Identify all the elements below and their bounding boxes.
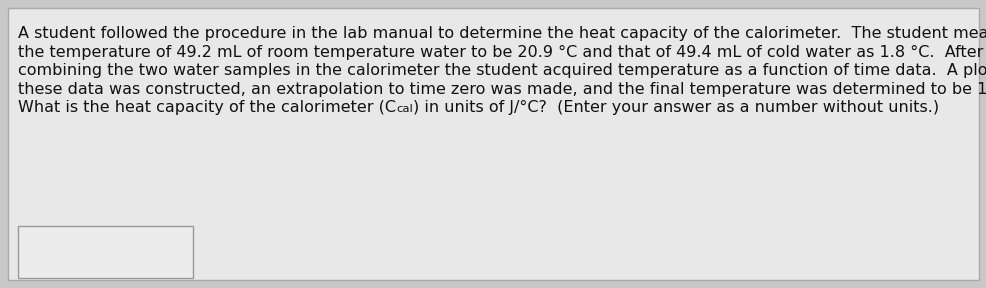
Text: ) in units of J/°C?  (Enter your answer as a number without units.): ) in units of J/°C? (Enter your answer a… xyxy=(412,100,938,115)
Text: cal: cal xyxy=(395,103,412,113)
Text: combining the two water samples in the calorimeter the student acquired temperat: combining the two water samples in the c… xyxy=(18,63,986,78)
Bar xyxy=(18,226,193,278)
Text: A student followed the procedure in the lab manual to determine the heat capacit: A student followed the procedure in the … xyxy=(18,26,986,41)
Text: these data was constructed, an extrapolation to time zero was made, and the fina: these data was constructed, an extrapola… xyxy=(18,82,986,96)
Text: What is the heat capacity of the calorimeter (C: What is the heat capacity of the calorim… xyxy=(18,100,395,115)
Text: the temperature of 49.2 mL of room temperature water to be 20.9 °C and that of 4: the temperature of 49.2 mL of room tempe… xyxy=(18,45,982,60)
